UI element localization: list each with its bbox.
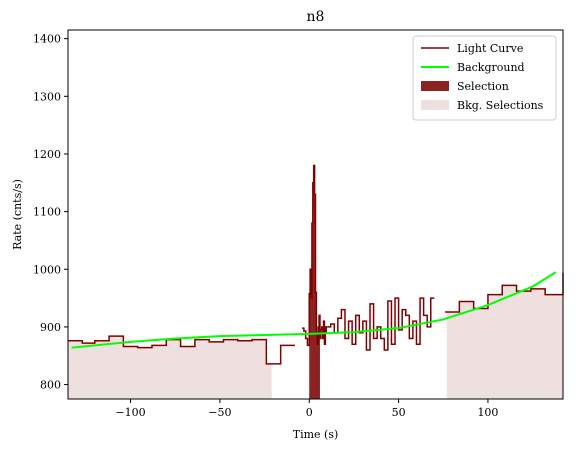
light-curve-segment-2 [302,164,328,347]
bkg-selection-region-2 [446,285,563,399]
y-axis-label: Rate (cnts/s) [11,179,24,250]
legend-swatch-3 [421,81,449,91]
light-curve-segment-1 [68,335,295,365]
y-tick-label: 1200 [33,148,61,161]
background-model-line [71,271,557,349]
light-curve-segment-4 [445,272,564,313]
x-axis-label: Time (s) [293,428,339,441]
y-axis-ticks: 800 900 1000 1100 1200 1300 1400 [33,33,68,392]
legend-label-1: Light Curve [457,42,523,55]
y-tick-label: 900 [40,321,61,334]
y-tick-label: 1000 [33,263,61,276]
x-tick-label: 0 [306,406,313,419]
bkg-selection-region-1 [68,336,272,399]
y-tick-label: 1400 [33,33,61,46]
legend-label-3: Selection [457,80,509,93]
x-tick-label: −50 [208,406,231,419]
y-tick-label: 1300 [33,90,61,103]
background-model-series [71,271,557,349]
plot-frame [67,29,564,400]
x-tick-label: −100 [115,406,145,419]
legend-label-4: Bkg. Selections [457,99,544,112]
y-tick-label: 1100 [33,206,61,219]
chart-title: n8 [307,9,325,25]
light-curve-series [68,164,564,365]
legend: Light Curve Background Selection Bkg. Selec… [412,35,557,121]
y-tick-label: 800 [40,379,61,392]
x-tick-label: 50 [392,406,406,419]
legend-swatch-4 [421,100,449,110]
bkg-selection-regions [68,285,563,399]
legend-label-2: Background [457,61,525,74]
legend-box [412,35,557,121]
x-tick-label: 100 [477,406,498,419]
x-axis-ticks: −100 −50 0 50 100 [115,399,498,419]
